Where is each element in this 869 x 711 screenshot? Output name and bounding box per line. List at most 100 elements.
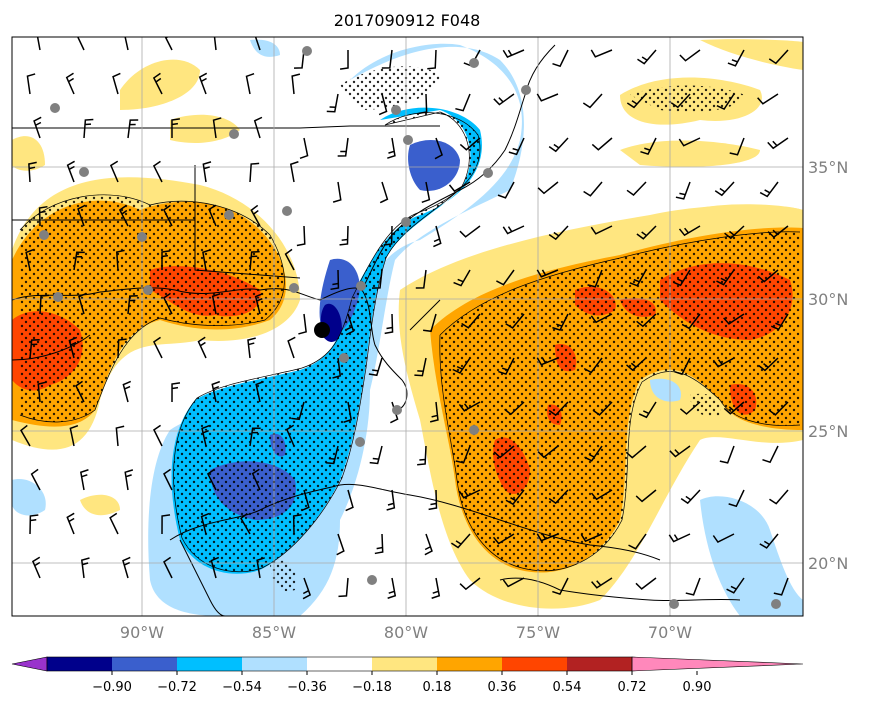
wind-barb <box>552 49 569 68</box>
wind-barb <box>678 137 701 147</box>
wind-barb <box>208 204 217 227</box>
wind-barb <box>626 357 647 372</box>
wind-barb <box>368 357 383 377</box>
wind-barb <box>115 425 125 447</box>
wind-barb <box>681 313 701 330</box>
wind-barb <box>69 424 79 447</box>
wind-barb <box>115 249 125 271</box>
station-marker <box>229 129 239 139</box>
wind-barb <box>73 251 85 271</box>
station-marker <box>39 230 49 240</box>
wind-barb <box>163 556 173 579</box>
wind-barb <box>505 313 525 329</box>
wind-barb <box>450 533 471 549</box>
wind-barb <box>674 357 691 376</box>
wind-barb <box>678 225 701 237</box>
lon-label-90: 90°W <box>120 623 164 642</box>
wind-barb <box>345 313 355 336</box>
wind-barb <box>77 204 86 227</box>
wind-barb <box>716 269 735 286</box>
wind-barb <box>31 556 41 579</box>
wind-barb <box>757 269 779 283</box>
wind-barb <box>417 445 427 466</box>
wind-barb <box>201 424 210 447</box>
station-marker <box>469 58 479 68</box>
wind-barb <box>418 93 428 115</box>
station-marker <box>79 167 89 177</box>
wind-barb <box>629 269 647 287</box>
map-area <box>12 37 803 616</box>
wind-barb <box>758 357 779 372</box>
colorbar-segment <box>47 657 112 671</box>
colorbar: −0.90 −0.72 −0.54 −0.36 −0.18 0.18 0.36 0.54 0.7… <box>11 656 804 695</box>
station-marker <box>53 292 63 302</box>
wind-barb <box>253 116 263 139</box>
wind-barb <box>171 118 180 139</box>
wind-barb <box>26 73 36 95</box>
colorbar-segment <box>307 657 372 671</box>
wind-barb <box>502 577 525 588</box>
wind-barb <box>712 533 735 544</box>
wind-barb <box>726 577 745 594</box>
wind-barb <box>124 469 134 491</box>
wind-barb <box>679 401 701 415</box>
wind-barb <box>712 357 735 368</box>
wind-barb <box>536 269 559 278</box>
wind-barb <box>767 137 789 150</box>
wind-barb <box>768 401 789 416</box>
wind-barb <box>628 533 647 550</box>
lon-label-80: 80°W <box>384 623 428 642</box>
lat-label-25: 25°N <box>808 422 848 441</box>
wind-barb <box>161 250 171 271</box>
wind-barb <box>296 225 306 247</box>
wind-barb <box>330 269 340 291</box>
wind-barb <box>714 181 735 197</box>
wind-barb <box>580 533 603 543</box>
wind-barb <box>39 294 50 315</box>
wind-barb <box>250 204 261 227</box>
wind-barb <box>332 181 342 203</box>
wind-barb <box>583 181 603 197</box>
wind-barb <box>768 49 789 65</box>
station-marker <box>469 425 479 435</box>
wind-barb <box>294 49 305 69</box>
wind-barb <box>78 292 87 315</box>
wind-barb <box>249 250 260 271</box>
wind-barb <box>728 489 745 508</box>
wind-barb <box>723 401 745 415</box>
wind-barb <box>291 401 305 421</box>
wind-barb <box>584 445 603 462</box>
wind-barb <box>163 468 173 491</box>
wind-barb <box>583 357 603 374</box>
wind-barb <box>496 269 515 286</box>
wind-barb <box>117 338 127 359</box>
wind-barb <box>210 556 220 579</box>
wind-barb <box>537 445 559 459</box>
wind-barb <box>679 49 701 62</box>
station-marker <box>771 599 781 609</box>
wind-barb <box>591 137 613 151</box>
lon-label-70: 70°W <box>648 623 692 642</box>
colorbar-tick-label: −0.90 <box>92 680 132 695</box>
station-marker <box>50 103 60 113</box>
stippling-regions <box>20 66 800 592</box>
wind-barb <box>635 489 657 503</box>
wind-barb <box>452 357 471 374</box>
wind-barb <box>28 161 37 183</box>
colorbar-tick-label: 0.54 <box>553 680 582 695</box>
wind-barb <box>29 514 39 535</box>
wind-barb <box>381 49 393 69</box>
wind-barb <box>325 445 339 465</box>
wind-barb <box>171 382 181 403</box>
wind-barb <box>548 401 569 417</box>
wind-barb <box>80 557 90 579</box>
wind-barb <box>387 577 397 599</box>
wind-barb <box>415 269 427 289</box>
wind-barb <box>127 295 138 315</box>
colorbar-segment <box>177 657 242 671</box>
wind-barb <box>332 357 342 379</box>
wind-barb <box>249 162 260 183</box>
wind-barb <box>427 49 437 70</box>
wind-barb <box>387 137 396 159</box>
wind-barb <box>66 512 75 535</box>
